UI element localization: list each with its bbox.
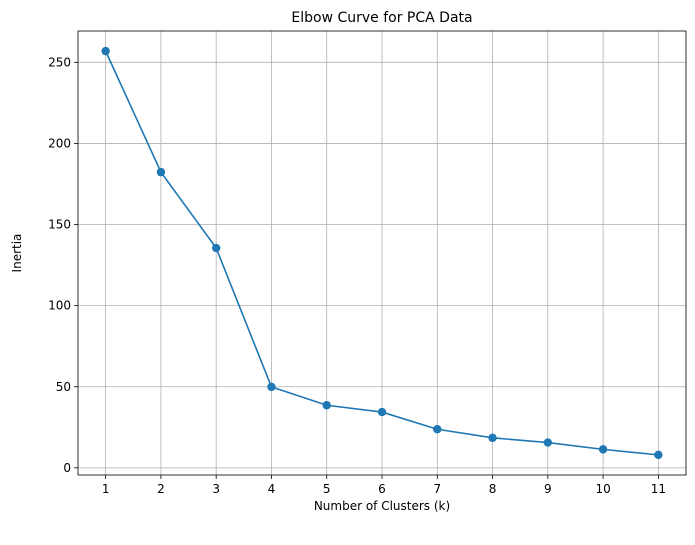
data-point [377, 407, 387, 417]
x-tick-label: 4 [268, 482, 276, 496]
x-tick-label: 8 [489, 482, 497, 496]
axis-ticks: 1 2 3 4 5 6 7 8 9 10 11 0 50 100 150 200 250 [48, 55, 666, 496]
data-point [156, 167, 166, 177]
data-point [267, 382, 276, 392]
y-tick-label: 100 [48, 299, 71, 313]
data-point [101, 46, 110, 56]
data-point [488, 433, 497, 443]
x-tick-label: 3 [212, 482, 220, 496]
y-tick-label: 50 [56, 380, 71, 394]
data-point [543, 438, 553, 447]
grid-lines [78, 31, 686, 475]
data-point [433, 425, 442, 434]
x-tick-label: 2 [157, 482, 165, 496]
data-point [598, 445, 608, 454]
x-tick-label: 1 [102, 482, 110, 496]
x-tick-label: 7 [433, 482, 441, 496]
x-tick-label: 11 [651, 482, 666, 496]
y-tick-label: 200 [48, 136, 71, 150]
x-tick-label: 6 [378, 482, 386, 496]
y-axis-title: Inertia [10, 234, 24, 273]
y-tick-label: 0 [63, 461, 71, 475]
data-point [322, 401, 331, 410]
data-series [101, 46, 663, 460]
data-point [211, 243, 221, 253]
x-tick-label: 10 [595, 482, 610, 496]
data-point [654, 450, 663, 460]
x-tick-label: 5 [323, 482, 331, 496]
y-tick-label: 250 [48, 55, 71, 69]
chart-title: Elbow Curve for PCA Data [291, 10, 472, 26]
x-axis-title: Number of Clusters (k) [314, 499, 450, 513]
y-tick-label: 150 [48, 218, 71, 232]
x-tick-label: 9 [544, 482, 552, 496]
